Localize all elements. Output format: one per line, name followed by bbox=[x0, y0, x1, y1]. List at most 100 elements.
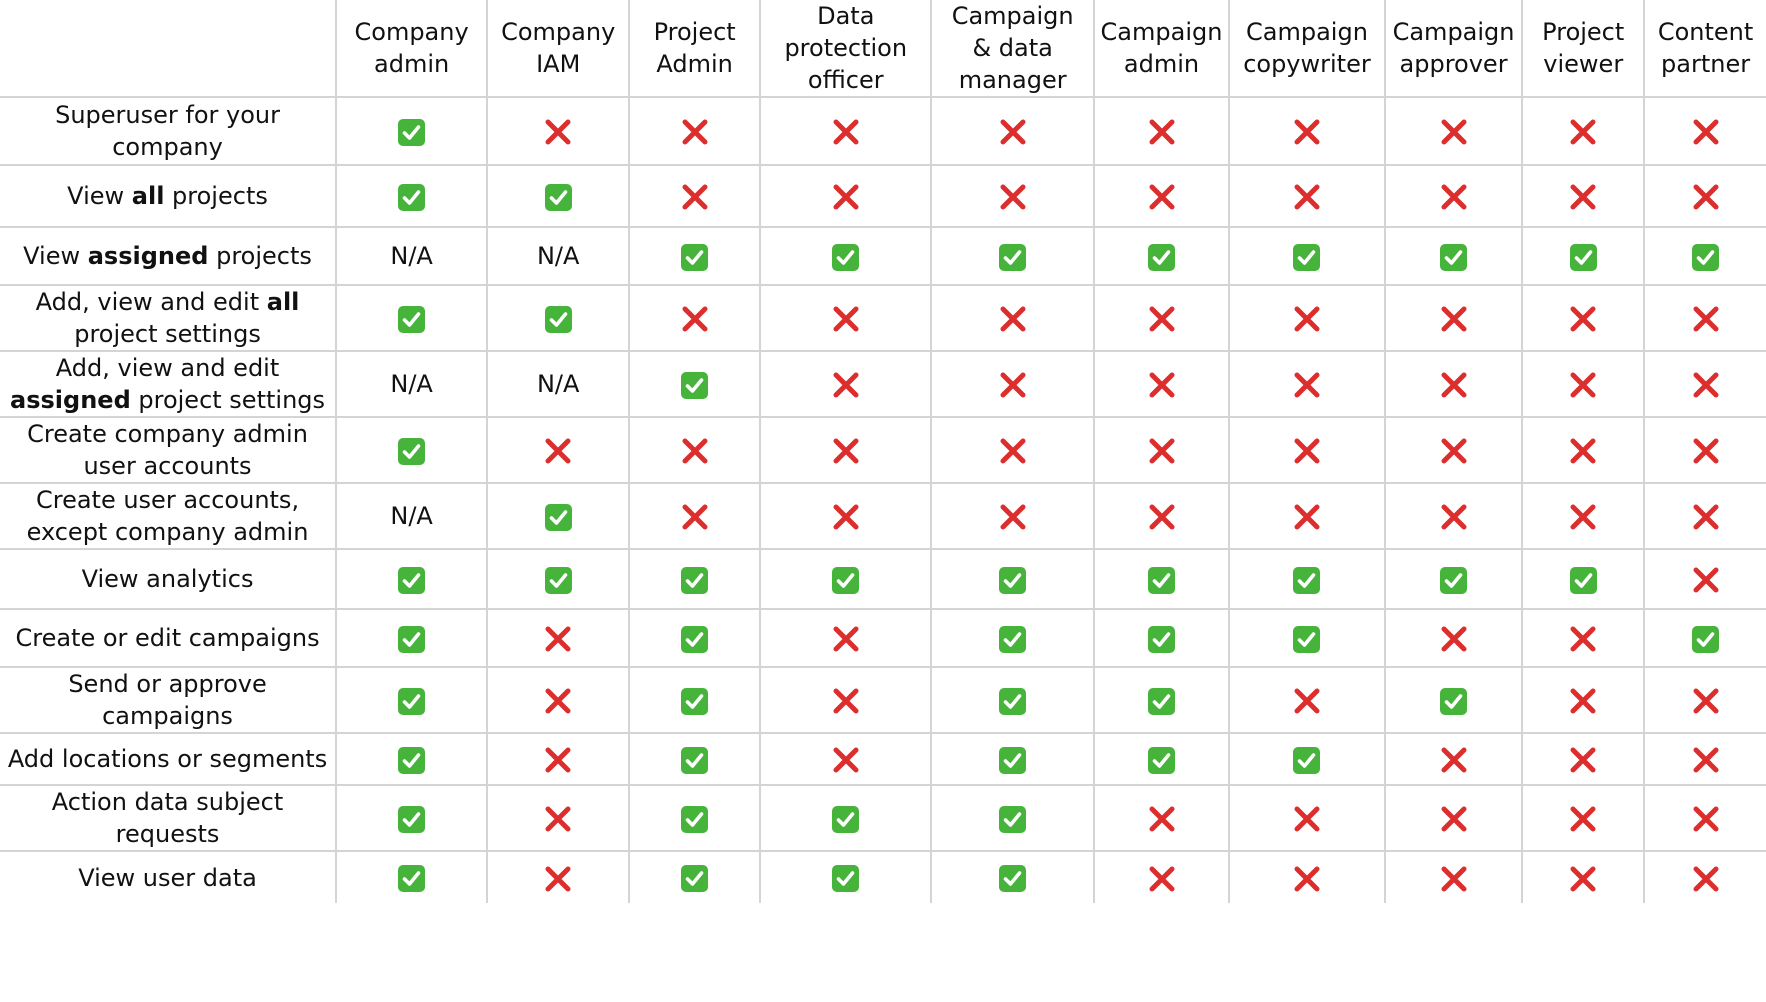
permission-cell bbox=[1643, 226, 1766, 286]
permission-cell bbox=[486, 784, 631, 852]
column-header: Content partner bbox=[1643, 0, 1766, 98]
cross-mark-icon bbox=[543, 804, 573, 834]
cross-mark-icon bbox=[1439, 370, 1469, 400]
permission-cell bbox=[335, 850, 489, 903]
cross-mark-icon bbox=[1691, 864, 1721, 894]
permission-cell bbox=[1228, 284, 1386, 352]
permission-cell bbox=[1092, 284, 1231, 352]
check-mark-icon bbox=[1148, 566, 1175, 594]
permission-cell bbox=[930, 548, 1095, 610]
cross-mark-icon bbox=[1568, 304, 1598, 334]
header-row: Company admin Company IAM Project Admin Dat… bbox=[0, 0, 1766, 98]
permission-cell bbox=[930, 482, 1095, 550]
cross-mark-icon bbox=[1568, 117, 1598, 147]
table-row: Send or approve campaigns bbox=[0, 666, 1766, 734]
permission-cell bbox=[1383, 850, 1524, 903]
permission-cell bbox=[1643, 732, 1766, 786]
feature-label-text: View analytics bbox=[81, 565, 254, 593]
permission-cell bbox=[628, 482, 762, 550]
check-mark-icon bbox=[1148, 746, 1175, 774]
cross-mark-icon bbox=[831, 370, 861, 400]
permission-cell bbox=[1521, 226, 1646, 286]
table-row: View all projects bbox=[0, 164, 1766, 228]
cross-mark-icon bbox=[1691, 436, 1721, 466]
permission-cell bbox=[1092, 666, 1231, 734]
cross-mark-icon bbox=[543, 745, 573, 775]
check-mark-icon bbox=[999, 566, 1027, 594]
permission-cell bbox=[1521, 666, 1646, 734]
not-applicable-text: N/A bbox=[390, 242, 433, 270]
permission-cell bbox=[486, 96, 631, 166]
check-mark-icon bbox=[1293, 746, 1321, 774]
check-mark-icon bbox=[681, 566, 709, 594]
permission-cell bbox=[1643, 284, 1766, 352]
feature-label-text: projects bbox=[164, 182, 268, 210]
permission-cell bbox=[1383, 666, 1524, 734]
cross-mark-icon bbox=[1147, 804, 1177, 834]
check-mark-icon bbox=[398, 118, 426, 146]
permission-cell bbox=[335, 96, 489, 166]
cross-mark-icon bbox=[1691, 182, 1721, 212]
permission-cell bbox=[759, 850, 933, 903]
not-applicable-text: N/A bbox=[390, 370, 433, 398]
permission-cell bbox=[930, 608, 1095, 668]
permission-cell bbox=[628, 226, 762, 286]
cross-mark-icon bbox=[680, 436, 710, 466]
cross-mark-icon bbox=[543, 624, 573, 654]
permission-cell bbox=[1228, 784, 1386, 852]
cross-mark-icon bbox=[1439, 502, 1469, 532]
permission-cell bbox=[1092, 164, 1231, 228]
feature-label-text: project settings bbox=[74, 320, 261, 348]
table-row: Add locations or segments bbox=[0, 732, 1766, 786]
permission-cell: N/A bbox=[335, 482, 489, 550]
feature-label-text: Create company admin user accounts bbox=[27, 420, 308, 480]
permission-cell bbox=[486, 666, 631, 734]
cross-mark-icon bbox=[1292, 436, 1322, 466]
feature-label: View user data bbox=[0, 850, 338, 903]
permission-cell bbox=[1228, 350, 1386, 418]
permission-cell bbox=[1092, 416, 1231, 484]
permission-cell: N/A bbox=[486, 226, 631, 286]
check-mark-icon bbox=[681, 805, 709, 833]
cross-mark-icon bbox=[1147, 182, 1177, 212]
permission-cell bbox=[1383, 350, 1524, 418]
permission-cell: N/A bbox=[335, 350, 489, 418]
permission-cell bbox=[1092, 226, 1231, 286]
check-mark-icon bbox=[1692, 625, 1720, 653]
table-row: Superuser for your company bbox=[0, 96, 1766, 166]
feature-label: Add, view and edit all project settings bbox=[0, 284, 338, 352]
check-mark-icon bbox=[832, 243, 860, 271]
permission-cell bbox=[930, 416, 1095, 484]
cross-mark-icon bbox=[1568, 624, 1598, 654]
permission-cell bbox=[628, 416, 762, 484]
check-mark-icon bbox=[544, 183, 572, 211]
cross-mark-icon bbox=[831, 745, 861, 775]
check-mark-icon bbox=[398, 305, 426, 333]
permission-cell bbox=[759, 226, 933, 286]
cross-mark-icon bbox=[680, 182, 710, 212]
permission-cell bbox=[628, 666, 762, 734]
cross-mark-icon bbox=[1568, 436, 1598, 466]
feature-label-text: Superuser for your company bbox=[55, 101, 280, 161]
cross-mark-icon bbox=[1568, 370, 1598, 400]
table-row: Create company admin user accounts bbox=[0, 416, 1766, 484]
permission-cell bbox=[1228, 416, 1386, 484]
permission-cell bbox=[1228, 164, 1386, 228]
permission-cell bbox=[930, 284, 1095, 352]
permission-cell bbox=[759, 482, 933, 550]
cross-mark-icon bbox=[831, 304, 861, 334]
feature-label: Create user accounts, except company adm… bbox=[0, 482, 338, 550]
permission-cell bbox=[1092, 608, 1231, 668]
permission-cell bbox=[1383, 482, 1524, 550]
cross-mark-icon bbox=[998, 117, 1028, 147]
cross-mark-icon bbox=[543, 864, 573, 894]
cross-mark-icon bbox=[680, 304, 710, 334]
permission-cell bbox=[759, 608, 933, 668]
permission-cell bbox=[335, 164, 489, 228]
permission-cell bbox=[486, 608, 631, 668]
cross-mark-icon bbox=[998, 304, 1028, 334]
column-header: Campaign approver bbox=[1383, 0, 1524, 98]
check-mark-icon bbox=[681, 371, 709, 399]
permission-cell bbox=[759, 732, 933, 786]
table-row: Action data subject requests bbox=[0, 784, 1766, 852]
